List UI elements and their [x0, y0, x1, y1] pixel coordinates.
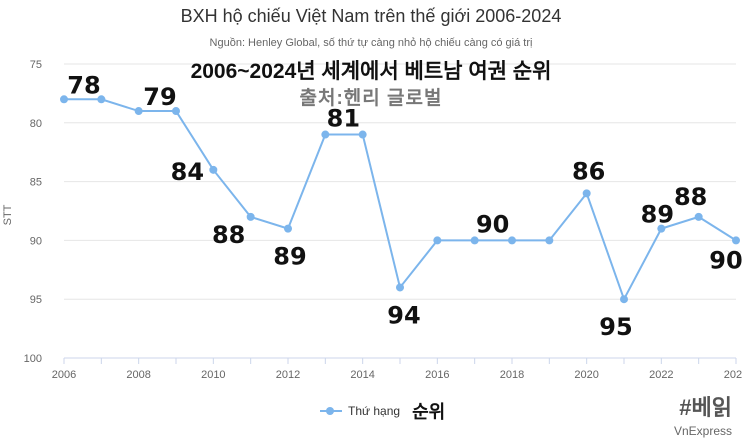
series-line — [64, 98, 737, 302]
y-tick-label: 95 — [30, 294, 42, 306]
data-point — [60, 95, 68, 104]
legend-series-label: Thứ hạng — [348, 404, 401, 418]
x-tick-label: 2024 — [724, 369, 742, 381]
data-point — [433, 236, 442, 245]
data-point — [284, 224, 292, 233]
data-label: 86 — [572, 157, 605, 185]
x-tick-label: 2006 — [52, 369, 76, 381]
x-tick-label: 2022 — [649, 369, 673, 381]
x-tick-label: 2008 — [126, 369, 150, 381]
data-label: 90 — [709, 246, 742, 274]
y-axis-title: STT — [2, 204, 14, 225]
data-point — [508, 236, 516, 245]
data-label: 89 — [273, 243, 306, 271]
hashtag-watermark: #베읽 — [679, 395, 732, 420]
data-label: 78 — [67, 71, 100, 99]
data-point — [732, 236, 740, 245]
data-label: 90 — [476, 210, 509, 238]
data-point — [582, 189, 591, 198]
y-tick-label: 80 — [30, 118, 42, 130]
x-tick-label: 2016 — [425, 369, 449, 381]
data-label: 88 — [212, 221, 245, 249]
brand-credit: VnExpress — [673, 424, 732, 438]
data-label: 95 — [599, 313, 632, 341]
data-label: 88 — [674, 183, 707, 211]
data-point — [620, 295, 628, 304]
y-tick-label: 100 — [24, 353, 42, 365]
data-point — [358, 130, 367, 139]
data-point — [134, 107, 143, 116]
data-label: 94 — [387, 301, 420, 329]
data-point — [209, 165, 218, 174]
x-tick-label: 2020 — [574, 369, 598, 381]
x-tick-label: 2014 — [350, 369, 374, 381]
data-label: 79 — [143, 83, 176, 111]
data-point — [694, 212, 703, 221]
chart-subtitle: Nguồn: Henley Global, số thứ tự càng nhỏ… — [209, 37, 533, 49]
data-point — [246, 212, 255, 221]
chart-title: BXH hộ chiếu Việt Nam trên thế giới 2006… — [180, 6, 562, 26]
y-tick-label: 85 — [30, 177, 42, 189]
data-point — [97, 95, 106, 104]
data-label: 81 — [327, 105, 360, 133]
data-point — [470, 236, 479, 245]
data-point — [545, 236, 554, 245]
data-point — [396, 283, 404, 292]
data-label: 89 — [641, 201, 674, 229]
y-tick-label: 90 — [30, 235, 42, 247]
overlay-title: 2006~2024년 세계에서 베트남 여권 순위 — [190, 60, 552, 83]
overlay-source: 출처:헨리 글로벌 — [299, 88, 443, 109]
x-tick-label: 2010 — [201, 369, 225, 381]
legend-series-label-ko: 순위 — [412, 402, 446, 422]
x-tick-label: 2018 — [500, 369, 524, 381]
data-label: 84 — [171, 158, 204, 186]
y-tick-label: 75 — [30, 59, 42, 71]
data-point — [172, 107, 180, 116]
data-point — [321, 130, 330, 139]
legend-series-marker — [320, 406, 342, 416]
legend[interactable]: Thứ hạng 순위 — [320, 398, 445, 424]
data-point — [657, 224, 666, 233]
x-tick-label: 2012 — [276, 369, 300, 381]
